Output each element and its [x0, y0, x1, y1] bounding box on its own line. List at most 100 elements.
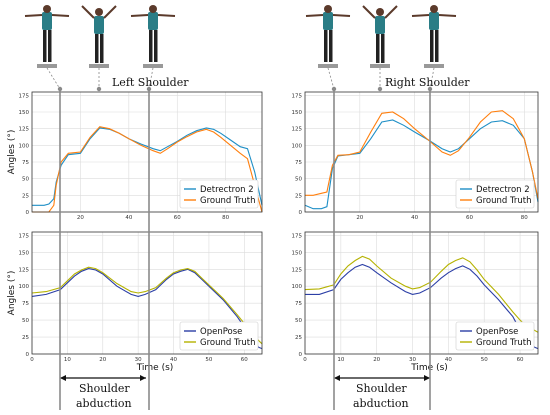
legend-label-1: Ground Truth [200, 338, 256, 348]
x-tick-label: 10 [337, 357, 344, 363]
x-tick-label: 0 [30, 357, 34, 363]
y-tick-label: 150 [19, 250, 30, 256]
y-tick-label: 50 [22, 177, 29, 183]
left-shoulder-title: Left Shoulder [112, 76, 189, 89]
pose-figures [24, 5, 457, 68]
series-line-1 [32, 126, 263, 213]
x-tick-label: 50 [481, 357, 488, 363]
right-shoulder-title: Right Shoulder [385, 76, 470, 89]
plot-frame [304, 231, 539, 355]
plot-frame [304, 91, 539, 213]
chart-panel-top-right: 0 25 50 75 100 125 150 175 20 40 60 80 Detrectron 2G… [292, 91, 539, 221]
x-tick-label: 0 [303, 357, 307, 363]
x-tick-label: 60 [517, 357, 524, 363]
phase-label-left-line2: abduction [76, 397, 132, 410]
x-tick-label: 80 [222, 215, 229, 221]
y-tick-label: 175 [292, 233, 303, 239]
y-tick-label: 150 [19, 110, 30, 116]
y-tick-label: 100 [292, 143, 303, 149]
y-tick-label: 50 [295, 177, 302, 183]
legend-box [455, 179, 535, 209]
left-pose-arms-side-icon [130, 5, 176, 68]
legend-label-0: Detrectron 2 [200, 185, 254, 195]
x-axis-label: Time (s) [136, 363, 174, 373]
y-tick-label: 100 [19, 284, 30, 290]
y-tick-label: 175 [292, 93, 303, 99]
x-tick-label: 30 [409, 357, 416, 363]
phase-marker-dot-left [57, 86, 63, 92]
y-tick-label: 175 [19, 93, 30, 99]
y-tick-label: 0 [299, 352, 303, 358]
x-tick-label: 20 [373, 357, 380, 363]
x-tick-label: 40 [445, 357, 452, 363]
phase-marker-dot-mid [377, 86, 383, 92]
right-pose-arms-down-icon [305, 5, 351, 68]
y-tick-label: 75 [295, 301, 302, 307]
y-tick-label: 100 [19, 143, 30, 149]
phase-marker-dot-mid [96, 86, 102, 92]
legend-label-1: Ground Truth [200, 196, 256, 206]
phase-annotation-left: Shoulder abduction [60, 375, 146, 410]
phase-label-left-line1: Shoulder [79, 382, 130, 395]
y-tick-label: 50 [295, 318, 302, 324]
y-tick-label: 175 [19, 233, 30, 239]
phase-marker-dot-right [331, 86, 337, 92]
y-tick-label: 125 [19, 127, 30, 133]
x-tick-label: 60 [466, 215, 473, 221]
x-axis-label: Time (s) [410, 363, 448, 373]
y-tick-label: 150 [292, 110, 303, 116]
x-tick-label: 60 [241, 357, 248, 363]
y-tick-label: 25 [295, 335, 302, 341]
y-tick-label: 75 [22, 160, 29, 166]
x-tick-label: 80 [521, 215, 528, 221]
phase-marker-dot-left [146, 86, 152, 92]
y-tick-label: 25 [295, 193, 302, 199]
y-tick-label: 125 [292, 267, 303, 273]
x-tick-label: 50 [205, 357, 212, 363]
plot-frame [31, 91, 263, 213]
y-tick-label: 100 [292, 284, 303, 290]
x-tick-label: 20 [77, 215, 84, 221]
y-axis-label: Angles (°) [7, 271, 17, 316]
chart-panel-bottom-right: 0 25 50 75 100 125 150 175 0 10 20 30 40 50 60 OpenPose… [292, 231, 539, 373]
series-line-0 [31, 268, 263, 350]
left-pose-arms-up-icon [81, 5, 117, 68]
phase-label-right-line1: Shoulder [356, 382, 407, 395]
x-tick-label: 60 [174, 215, 181, 221]
legend-label-0: OpenPose [200, 327, 242, 337]
x-tick-label: 40 [170, 357, 177, 363]
phase-annotation-right: Shoulder abduction [334, 375, 430, 410]
x-tick-label: 40 [125, 215, 132, 221]
chart-panel-bottom-left: 0 25 50 75 100 125 150 175 0 10 20 30 40 50 60 OpenPose… [7, 231, 263, 373]
figure-pointers [46, 67, 435, 90]
y-tick-label: 125 [19, 267, 30, 273]
y-tick-label: 50 [22, 318, 29, 324]
y-tick-label: 0 [299, 210, 303, 216]
left-pose-arms-down-icon [24, 5, 70, 68]
x-tick-label: 20 [356, 215, 363, 221]
y-tick-label: 75 [295, 160, 302, 166]
legend-label-0: Detrectron 2 [476, 185, 530, 195]
phase-marker-dot-right [427, 86, 433, 92]
right-pose-arms-side-icon [411, 5, 457, 68]
y-tick-label: 75 [22, 301, 29, 307]
series-line-1 [305, 110, 539, 199]
y-tick-label: 125 [292, 127, 303, 133]
chart-panel-top-left: 0 25 50 75 100 125 150 175 20 40 60 80 Detrectron 2G… [7, 91, 263, 221]
legend-label-1: Ground Truth [476, 196, 532, 206]
plot-frame [31, 231, 263, 355]
y-tick-label: 25 [22, 193, 29, 199]
x-tick-label: 30 [135, 357, 142, 363]
x-tick-label: 20 [99, 357, 106, 363]
legend-box [179, 321, 259, 351]
y-tick-label: 150 [292, 250, 303, 256]
x-tick-label: 40 [411, 215, 418, 221]
y-axis-label: Angles (°) [7, 130, 17, 175]
series-line-0 [304, 119, 539, 210]
phase-label-right-line2: abduction [353, 397, 409, 410]
